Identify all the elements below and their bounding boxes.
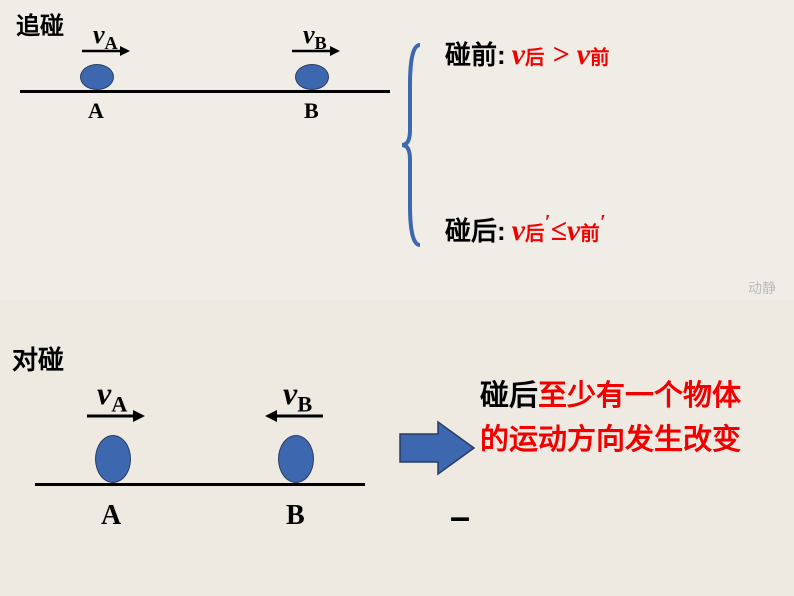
ball-a-label: A	[88, 98, 104, 124]
dash-mark: –	[450, 496, 470, 538]
ball-b	[295, 64, 329, 90]
ground-line	[20, 90, 390, 93]
after-collision-condition: 碰后: v后′≤v前′	[445, 210, 606, 248]
ball-b2-label: B	[286, 500, 305, 532]
ground-line-2	[35, 483, 365, 486]
before-collision-condition: 碰前: v后 > v前	[445, 35, 609, 72]
ball-a	[80, 64, 114, 90]
ball-b-label: B	[304, 98, 319, 124]
result-text: 碰后至少有一个物体 的运动方向发生改变	[480, 375, 741, 462]
ball-a2	[95, 435, 131, 483]
conditions-brace	[398, 40, 428, 250]
head-on-title: 对碰	[12, 340, 64, 377]
ball-a2-label: A	[101, 500, 121, 532]
velocity-a-arrow	[80, 44, 130, 58]
velocity-b2-arrow	[265, 408, 325, 424]
chase-title: 追碰	[16, 6, 64, 41]
chase-collision-section: 追碰 vA vB A B 碰前: v后	[0, 0, 794, 300]
velocity-b-arrow	[290, 44, 340, 58]
velocity-a2-arrow	[85, 408, 145, 424]
head-on-collision-section: 对碰 vA vB A B – 碰后至少有一个物体	[0, 300, 794, 596]
result-arrow-icon	[398, 418, 476, 478]
watermark: 动静	[748, 278, 776, 298]
ball-b2	[278, 435, 314, 483]
